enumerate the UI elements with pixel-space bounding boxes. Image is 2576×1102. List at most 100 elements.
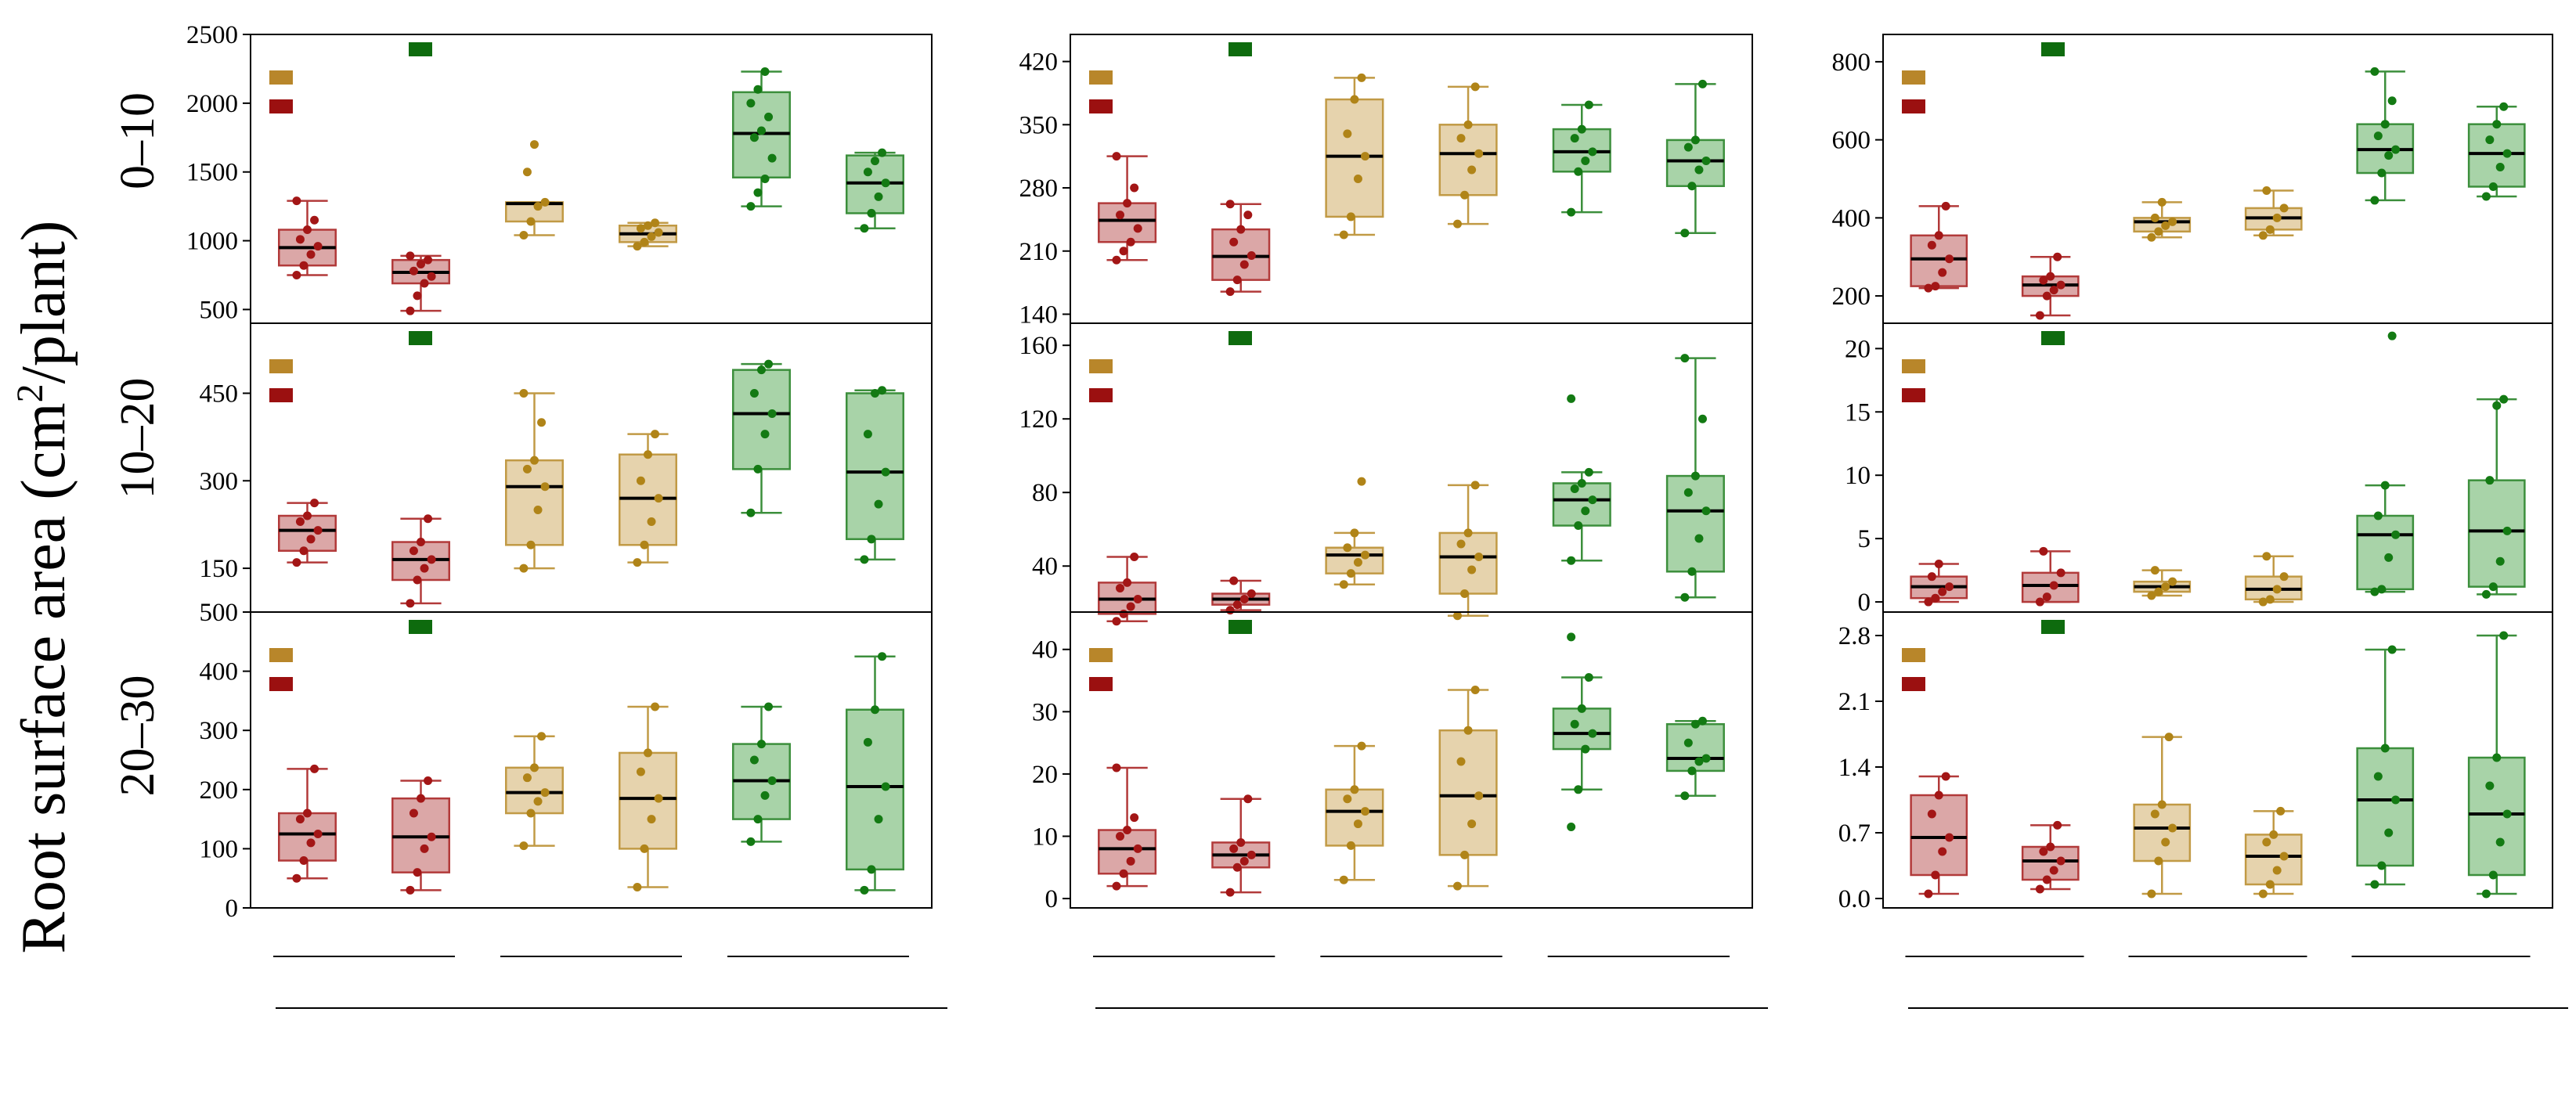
data-point — [2279, 203, 2289, 213]
data-point — [1247, 251, 1256, 261]
data-point — [2258, 889, 2268, 899]
box-iqr — [619, 751, 677, 850]
data-point — [2053, 252, 2062, 261]
data-point — [417, 259, 425, 268]
box-d-gt-4-10-20-0 — [1910, 560, 1968, 607]
y-axis-title: Root surface area (cm2/plant) — [9, 221, 78, 954]
data-point — [874, 192, 883, 201]
data-point — [2377, 168, 2387, 178]
data-point — [417, 538, 425, 547]
data-point — [1350, 95, 1359, 104]
panel-d-gt-4-10-20: 0 5 10 15 20 — [1845, 322, 2553, 617]
data-point — [1236, 225, 1246, 234]
data-point — [519, 564, 529, 573]
data-point — [2161, 837, 2170, 847]
data-point — [2488, 870, 2498, 880]
data-point — [1116, 583, 1125, 592]
data-point — [2150, 809, 2159, 819]
data-point — [1570, 719, 1579, 729]
data-point — [1123, 578, 1132, 587]
data-point — [746, 508, 756, 517]
data-point — [2380, 120, 2390, 129]
box-iqr — [1552, 482, 1611, 527]
data-point — [1683, 488, 1693, 497]
legend-tan-swatch-d-gt-4-20-30 — [1902, 648, 1925, 662]
box-iqr — [2467, 123, 2526, 188]
y-tick-label-d-gt-4-0-10: 600 — [1832, 127, 1871, 155]
data-point — [1350, 785, 1359, 794]
data-point — [2147, 889, 2156, 899]
data-point — [306, 838, 316, 848]
data-point — [2492, 401, 2502, 410]
data-point — [1456, 134, 1466, 143]
legend-green-swatch-d-gt-4-0-10 — [2041, 42, 2065, 56]
y-tick-label-d-lt-2-0-10: 500 — [200, 296, 239, 324]
box-iqr — [278, 812, 337, 862]
data-point — [2056, 856, 2065, 866]
data-point — [651, 702, 660, 711]
data-point — [2161, 221, 2170, 230]
data-point — [1945, 254, 1954, 264]
panel-frame-d-lt-2-10-20 — [250, 322, 933, 613]
data-point — [1694, 165, 1704, 175]
data-point — [1346, 212, 1355, 221]
data-point — [2380, 481, 2390, 490]
data-point — [299, 856, 308, 866]
data-point — [863, 737, 872, 747]
box-d-gt-4-0-10-1 — [2021, 252, 2080, 320]
box-iqr — [1910, 794, 1968, 877]
box-d-lt-2-0-10-2 — [505, 140, 564, 240]
box-iqr — [505, 459, 564, 546]
box-iqr — [1438, 729, 1498, 856]
data-point — [1588, 729, 1597, 738]
data-point — [1690, 471, 1700, 481]
data-point — [533, 202, 543, 211]
data-point — [1343, 129, 1352, 139]
data-point — [2147, 232, 2156, 242]
data-point — [1133, 595, 1142, 604]
box-d-lt-2-20-30-0 — [278, 764, 337, 883]
data-point — [1353, 819, 1362, 829]
data-point — [1683, 142, 1693, 152]
data-point — [2042, 592, 2051, 602]
panel-d-lt-2-0-10: 500 1000 1500 2000 2500 — [186, 21, 933, 324]
data-point — [1239, 595, 1249, 604]
data-point — [654, 794, 663, 803]
box-d-lt-2-10-20-4 — [732, 359, 791, 517]
data-point — [760, 67, 770, 76]
data-point — [753, 85, 763, 94]
y-tick-label-d-gt-4-20-30: 0.7 — [1838, 819, 1871, 848]
legend-red-swatch-d-lt-2-10-20 — [269, 388, 293, 402]
data-point — [1470, 481, 1480, 490]
data-point — [1577, 478, 1586, 488]
y-tick-label-d-lt-2-10-20: 300 — [200, 467, 239, 495]
data-point — [2495, 556, 2505, 566]
data-point — [313, 830, 323, 838]
data-point — [530, 140, 539, 149]
data-point — [2488, 582, 2498, 592]
data-point — [1361, 807, 1370, 816]
data-point — [2157, 197, 2167, 207]
data-point — [409, 808, 418, 818]
data-point — [1567, 394, 1576, 403]
data-point — [1584, 100, 1593, 110]
legend-red-swatch-d-2-4-10-20 — [1089, 388, 1113, 402]
data-point — [1581, 506, 1590, 516]
y-tick-label-d-lt-2-20-30: 500 — [200, 599, 239, 627]
data-point — [409, 546, 418, 556]
data-point — [2492, 120, 2502, 129]
data-point — [1467, 165, 1477, 175]
legend-red-swatch-d-2-4-0-10 — [1089, 99, 1113, 113]
y-tick-label-d-gt-4-10-20: 0 — [1858, 589, 1871, 617]
data-point — [2481, 192, 2491, 201]
y-tick-label-d-2-4-20-30: 0 — [1045, 885, 1059, 913]
box-d-2-4-10-20-4 — [1552, 394, 1611, 565]
box-iqr — [2467, 756, 2526, 877]
data-point — [2035, 597, 2044, 607]
data-point — [417, 794, 425, 803]
box-d-2-4-20-30-4 — [1552, 632, 1611, 832]
data-point — [2377, 861, 2387, 870]
data-point — [2046, 272, 2055, 281]
box-d-2-4-0-10-4 — [1552, 100, 1611, 217]
